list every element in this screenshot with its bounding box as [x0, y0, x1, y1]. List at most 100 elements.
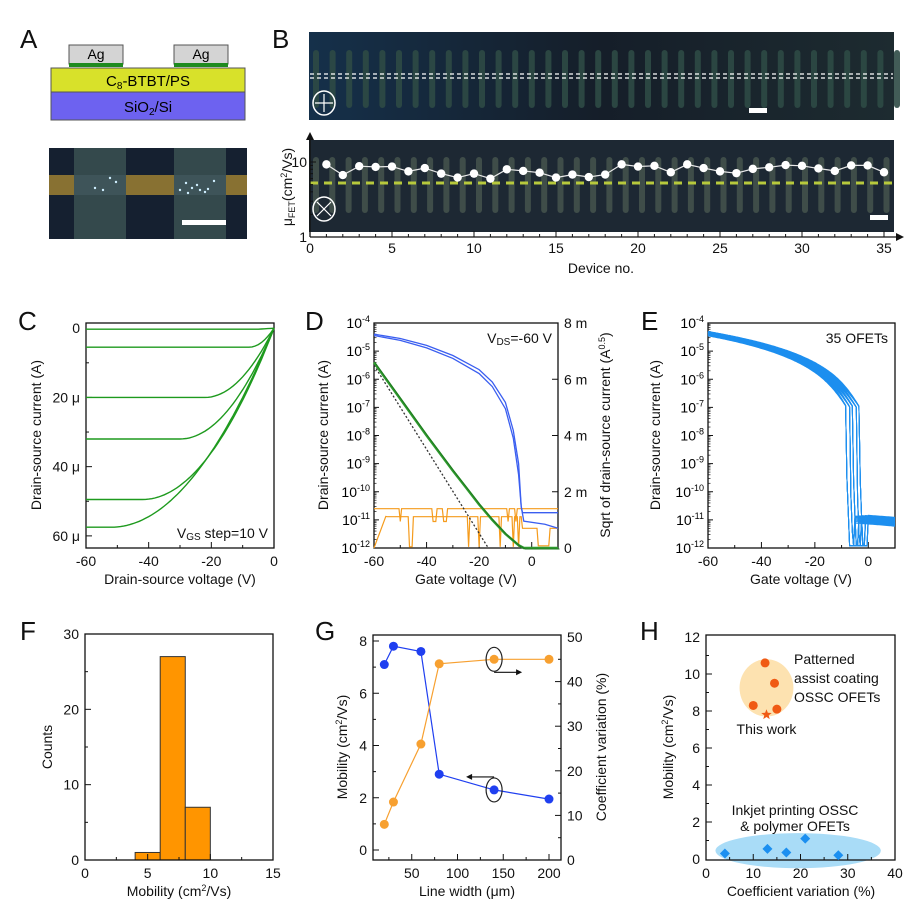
pattern-line [445, 50, 452, 108]
g-x-tick-label: 200 [537, 865, 561, 881]
mobility-point [879, 168, 889, 177]
mobility-per-device-series [322, 160, 889, 183]
d-y-tick-label: 10-11 [342, 511, 370, 528]
mobility-point [502, 165, 511, 174]
mobility-point [666, 168, 675, 177]
c-y-tick-label: 0 [72, 320, 80, 336]
h-patterned-point [770, 678, 780, 688]
d-annotation-vds: VDS=-60 V [487, 330, 553, 348]
e-y-tick-label: 10-8 [680, 427, 704, 444]
h-this-work-label: This work [737, 721, 798, 737]
e-transfer-curve [707, 335, 896, 547]
crystal-sparkle [203, 190, 207, 194]
pattern-line [578, 50, 585, 108]
d-y-tick-label: 10-9 [346, 455, 370, 472]
g-y-tick-label: 0 [359, 842, 367, 858]
mobility-point [355, 161, 364, 171]
d-x-tick-label: -60 [364, 553, 384, 569]
panel-b-top-micrograph [309, 32, 900, 120]
f-y-tick-label: 20 [63, 701, 79, 717]
mobility-point [486, 174, 495, 183]
bottom-micrograph-background [309, 140, 894, 232]
mobility-point [601, 170, 610, 179]
pattern-line [655, 157, 662, 213]
e-y-tick-label: 10-9 [680, 455, 704, 472]
pattern-line [794, 50, 801, 108]
g-y-tick-label: 8 [359, 633, 367, 649]
pattern-line [462, 50, 469, 108]
g-cv-point [434, 659, 444, 669]
panel-g-linewidth-dependence: 50 100 150 200 0 2 4 6 8 0 10 20 30 40 50 [359, 629, 583, 881]
panel-b-bottom-chart: 0 5 10 15 20 25 30 35 1 10 Device no. μFET(cm2/Vs… [279, 132, 904, 276]
b-y-axis-label: μFET(cm2/Vs) [279, 148, 297, 226]
e-transfer-curve [707, 333, 896, 547]
e-transfer-curve [707, 334, 896, 547]
c-y-tick-label: 60 μ [52, 528, 80, 544]
g-series-line [383, 645, 550, 800]
top-scale-bar [749, 108, 767, 113]
d-x-axis-label: Gate voltage (V) [415, 571, 517, 587]
e-y-tick-label: 10-10 [675, 483, 704, 500]
pattern-line [379, 50, 386, 108]
contact-layer-left [69, 63, 123, 67]
c-plot-frame [85, 322, 275, 549]
mobility-point [732, 168, 741, 178]
mobility-point [469, 169, 479, 178]
b-y-axis-arrow [306, 132, 314, 140]
e-transfer-curve [707, 334, 896, 547]
b-x-tick-label: 15 [548, 240, 564, 256]
d-y-tick-label: 10-6 [346, 370, 370, 387]
pattern-line [661, 50, 668, 108]
g-y-right-axis-label: Coefficient variation (%) [593, 673, 609, 821]
d-x-tick-label: -40 [416, 553, 436, 569]
pattern-line [443, 157, 450, 213]
h-y-tick-label: 6 [692, 740, 700, 756]
pattern-line [678, 50, 685, 108]
panel-h-benchmark-scatter: 0 10 20 30 40 0 2 4 6 8 10 12 Patterned assist coatin… [684, 629, 903, 881]
g-x-tick-label: 100 [446, 865, 470, 881]
pattern-line [573, 157, 580, 213]
crystal-sparkle [184, 181, 188, 185]
pattern-line [429, 50, 436, 108]
pattern-line [492, 157, 499, 213]
h-x-axis-label: Coefficient variation (%) [727, 883, 875, 899]
c-x-tick-label: 0 [270, 553, 278, 569]
d-ids-log-curve [373, 334, 559, 529]
b-x-tick-label: 0 [306, 240, 314, 256]
crystal-sparkle [93, 186, 97, 190]
pattern-line [396, 50, 402, 108]
pattern-line [606, 157, 613, 213]
e-transfer-curve [707, 334, 896, 547]
panel-label-f: F [20, 616, 36, 646]
d-linear-fit-line [373, 364, 489, 549]
pattern-line [877, 50, 884, 108]
mobility-point [863, 161, 872, 170]
e-transfer-curve [707, 334, 896, 547]
e-y-tick-label: 10-6 [680, 370, 704, 387]
d-y-tick-label: 10-12 [341, 539, 370, 556]
c-output-curve [86, 327, 275, 501]
c-x-tick-label: -40 [139, 553, 159, 569]
panel-label-h: H [640, 616, 659, 646]
h-inkjet-group-ellipse [715, 833, 881, 869]
e-y-axis-label: Drain-source current (A) [647, 360, 663, 510]
mobility-point [322, 160, 331, 169]
g-mobility-point [416, 646, 426, 656]
d-y-right-tick-label: 6 m [564, 371, 587, 387]
c-x-tick-label: -60 [76, 553, 96, 569]
h-inkjet-point [719, 848, 730, 859]
g-y-tick-label: 6 [359, 685, 367, 701]
panel-label-b: B [272, 24, 289, 54]
g-y-axis-label: Mobility (cm2/Vs) [334, 695, 350, 800]
g-x-tick-label: 50 [404, 865, 420, 881]
h-y-axis-label: Mobility (cm2/Vs) [660, 695, 676, 800]
pattern-line [512, 50, 519, 108]
pattern-line [378, 157, 385, 213]
e-x-tick-label: -40 [751, 553, 771, 569]
panel-label-e: E [641, 306, 658, 336]
mobility-point [814, 164, 823, 173]
e-transfer-curve [707, 335, 896, 547]
pattern-line [545, 50, 552, 108]
pattern-line [860, 50, 867, 108]
